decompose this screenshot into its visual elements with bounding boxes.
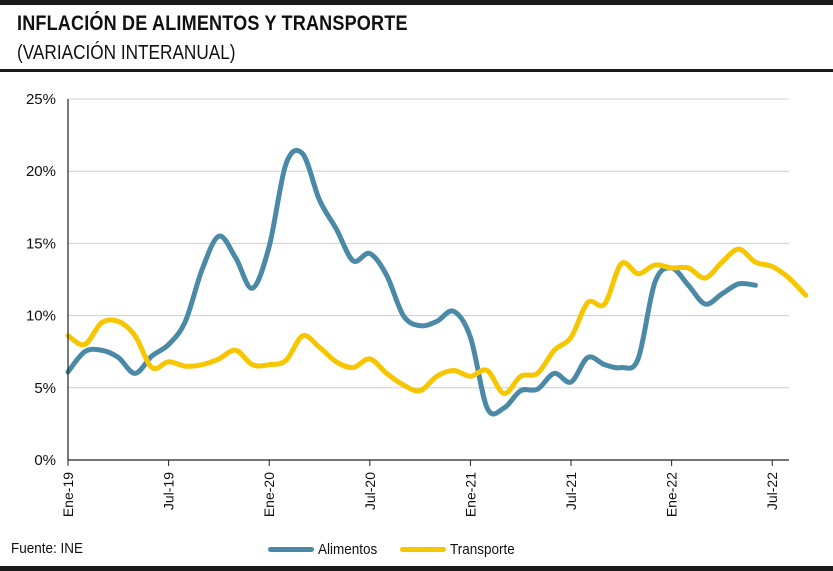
chart-title: INFLACIÓN DE ALIMENTOS Y TRANSPORTE <box>17 12 408 35</box>
line-chart: 0% 5% 10% 15% 20% 25% Ene-19 Jul-19 Ene-20 Jul-2… <box>26 91 809 517</box>
bottom-rule <box>0 566 833 571</box>
chart-subtitle: (VARIACIÓN INTERANUAL) <box>17 42 236 64</box>
y-tick-label: 15% <box>26 235 56 252</box>
y-tick-label: 0% <box>34 452 56 469</box>
x-tick-label: Jul-20 <box>362 472 378 510</box>
legend-item-transporte: Transporte <box>400 540 522 558</box>
axes <box>67 99 789 461</box>
x-tick-label: Ene-21 <box>462 472 478 517</box>
y-axis-ticks: 0% 5% 10% 15% 20% 25% <box>26 91 56 469</box>
y-tick-label: 25% <box>26 91 56 108</box>
x-tick-label: Jul-19 <box>161 472 177 510</box>
legend-label-alimentos: Alimentos <box>318 540 378 558</box>
grid-lines <box>68 98 789 389</box>
x-tick-label: Ene-22 <box>664 472 680 517</box>
source-note: Fuente: INE <box>11 540 84 557</box>
series-line-alimentos <box>65 147 758 417</box>
legend-label-transporte: Transporte <box>450 540 515 558</box>
x-tick-label: Jul-21 <box>563 472 579 510</box>
y-tick-label: 10% <box>26 308 56 325</box>
x-tick-label: Ene-19 <box>60 472 76 517</box>
x-tick-label: Ene-20 <box>261 472 277 517</box>
y-tick-label: 20% <box>26 163 56 180</box>
series-line-transporte <box>65 246 809 397</box>
top-rule <box>0 0 833 5</box>
y-tick-label: 5% <box>34 380 56 397</box>
legend-item-alimentos: Alimentos <box>268 540 384 558</box>
x-tick-label: Jul-22 <box>764 472 780 510</box>
legend-swatch-alimentos <box>268 546 314 552</box>
header-rule <box>0 69 833 72</box>
legend-swatch-transporte <box>400 546 446 552</box>
series-lines <box>65 147 809 417</box>
x-axis-ticks: Ene-19 Jul-19 Ene-20 Jul-20 Ene-21 Jul-21 Ene-… <box>60 460 780 517</box>
